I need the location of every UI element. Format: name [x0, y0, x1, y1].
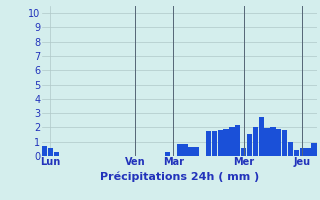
Bar [235, 125, 240, 156]
Bar [194, 147, 199, 156]
Bar [276, 129, 281, 156]
Bar [253, 127, 258, 156]
X-axis label: Précipitations 24h ( mm ): Précipitations 24h ( mm ) [100, 172, 259, 182]
Bar [223, 129, 229, 156]
Bar [42, 146, 47, 156]
Bar [241, 148, 246, 156]
Bar [206, 131, 211, 156]
Bar [259, 117, 264, 156]
Bar [54, 152, 59, 156]
Bar [218, 130, 223, 156]
Bar [212, 131, 217, 156]
Bar [247, 134, 252, 156]
Bar [188, 147, 194, 156]
Bar [311, 143, 316, 156]
Bar [294, 150, 299, 156]
Bar [177, 144, 182, 156]
Bar [264, 128, 270, 156]
Bar [282, 130, 287, 156]
Bar [270, 127, 276, 156]
Bar [288, 142, 293, 156]
Bar [229, 127, 235, 156]
Bar [182, 144, 188, 156]
Bar [305, 148, 311, 156]
Bar [165, 152, 170, 156]
Bar [48, 148, 53, 156]
Bar [300, 148, 305, 156]
